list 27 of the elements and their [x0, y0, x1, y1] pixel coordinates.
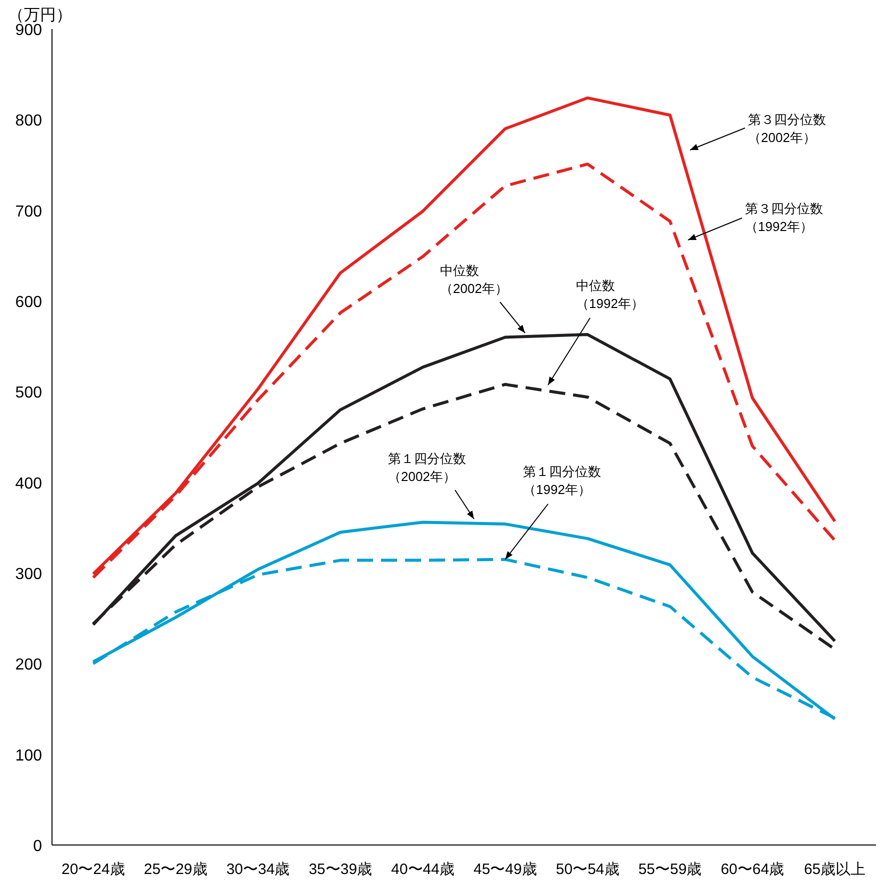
y-tick-label: 100	[15, 747, 42, 764]
x-tick-label: 30〜34歳	[226, 861, 290, 878]
y-tick-label: 900	[15, 22, 42, 39]
annotation: 中位数（2002年）	[440, 263, 508, 296]
x-tick-label: 25〜29歳	[144, 861, 208, 878]
x-tick-label: 50〜54歳	[556, 861, 620, 878]
y-tick-label: 300	[15, 566, 42, 583]
annotation: 第１四分位数（2002年）	[388, 451, 466, 484]
y-tick-label: 500	[15, 384, 42, 402]
x-tick-label: 35〜39歳	[308, 861, 372, 878]
y-tick-label: 800	[15, 112, 42, 130]
y-tick-label: 700	[15, 203, 42, 220]
y-axis-title: （万円）	[8, 7, 72, 24]
annotation: 第３四分位数（1992年）	[745, 201, 823, 234]
y-tick-label: 0	[33, 838, 42, 855]
x-tick-label: 55〜59歳	[638, 861, 702, 878]
annotation: 中位数（1992年）	[576, 278, 644, 311]
x-tick-label: 40〜44歳	[391, 861, 454, 878]
y-tick-label: 600	[15, 294, 42, 311]
x-tick-label: 60〜64歳	[720, 861, 784, 878]
x-tick-label: 45〜49歳	[474, 861, 537, 878]
annotation: 第３四分位数（2002年）	[748, 112, 826, 145]
y-tick-label: 200	[15, 656, 42, 674]
y-tick-label: 400	[15, 475, 42, 492]
annotation: 第１四分位数（1992年）	[523, 464, 601, 497]
x-tick-label: 20〜24歳	[62, 861, 125, 878]
x-tick-label: 65歳以上	[804, 861, 866, 878]
